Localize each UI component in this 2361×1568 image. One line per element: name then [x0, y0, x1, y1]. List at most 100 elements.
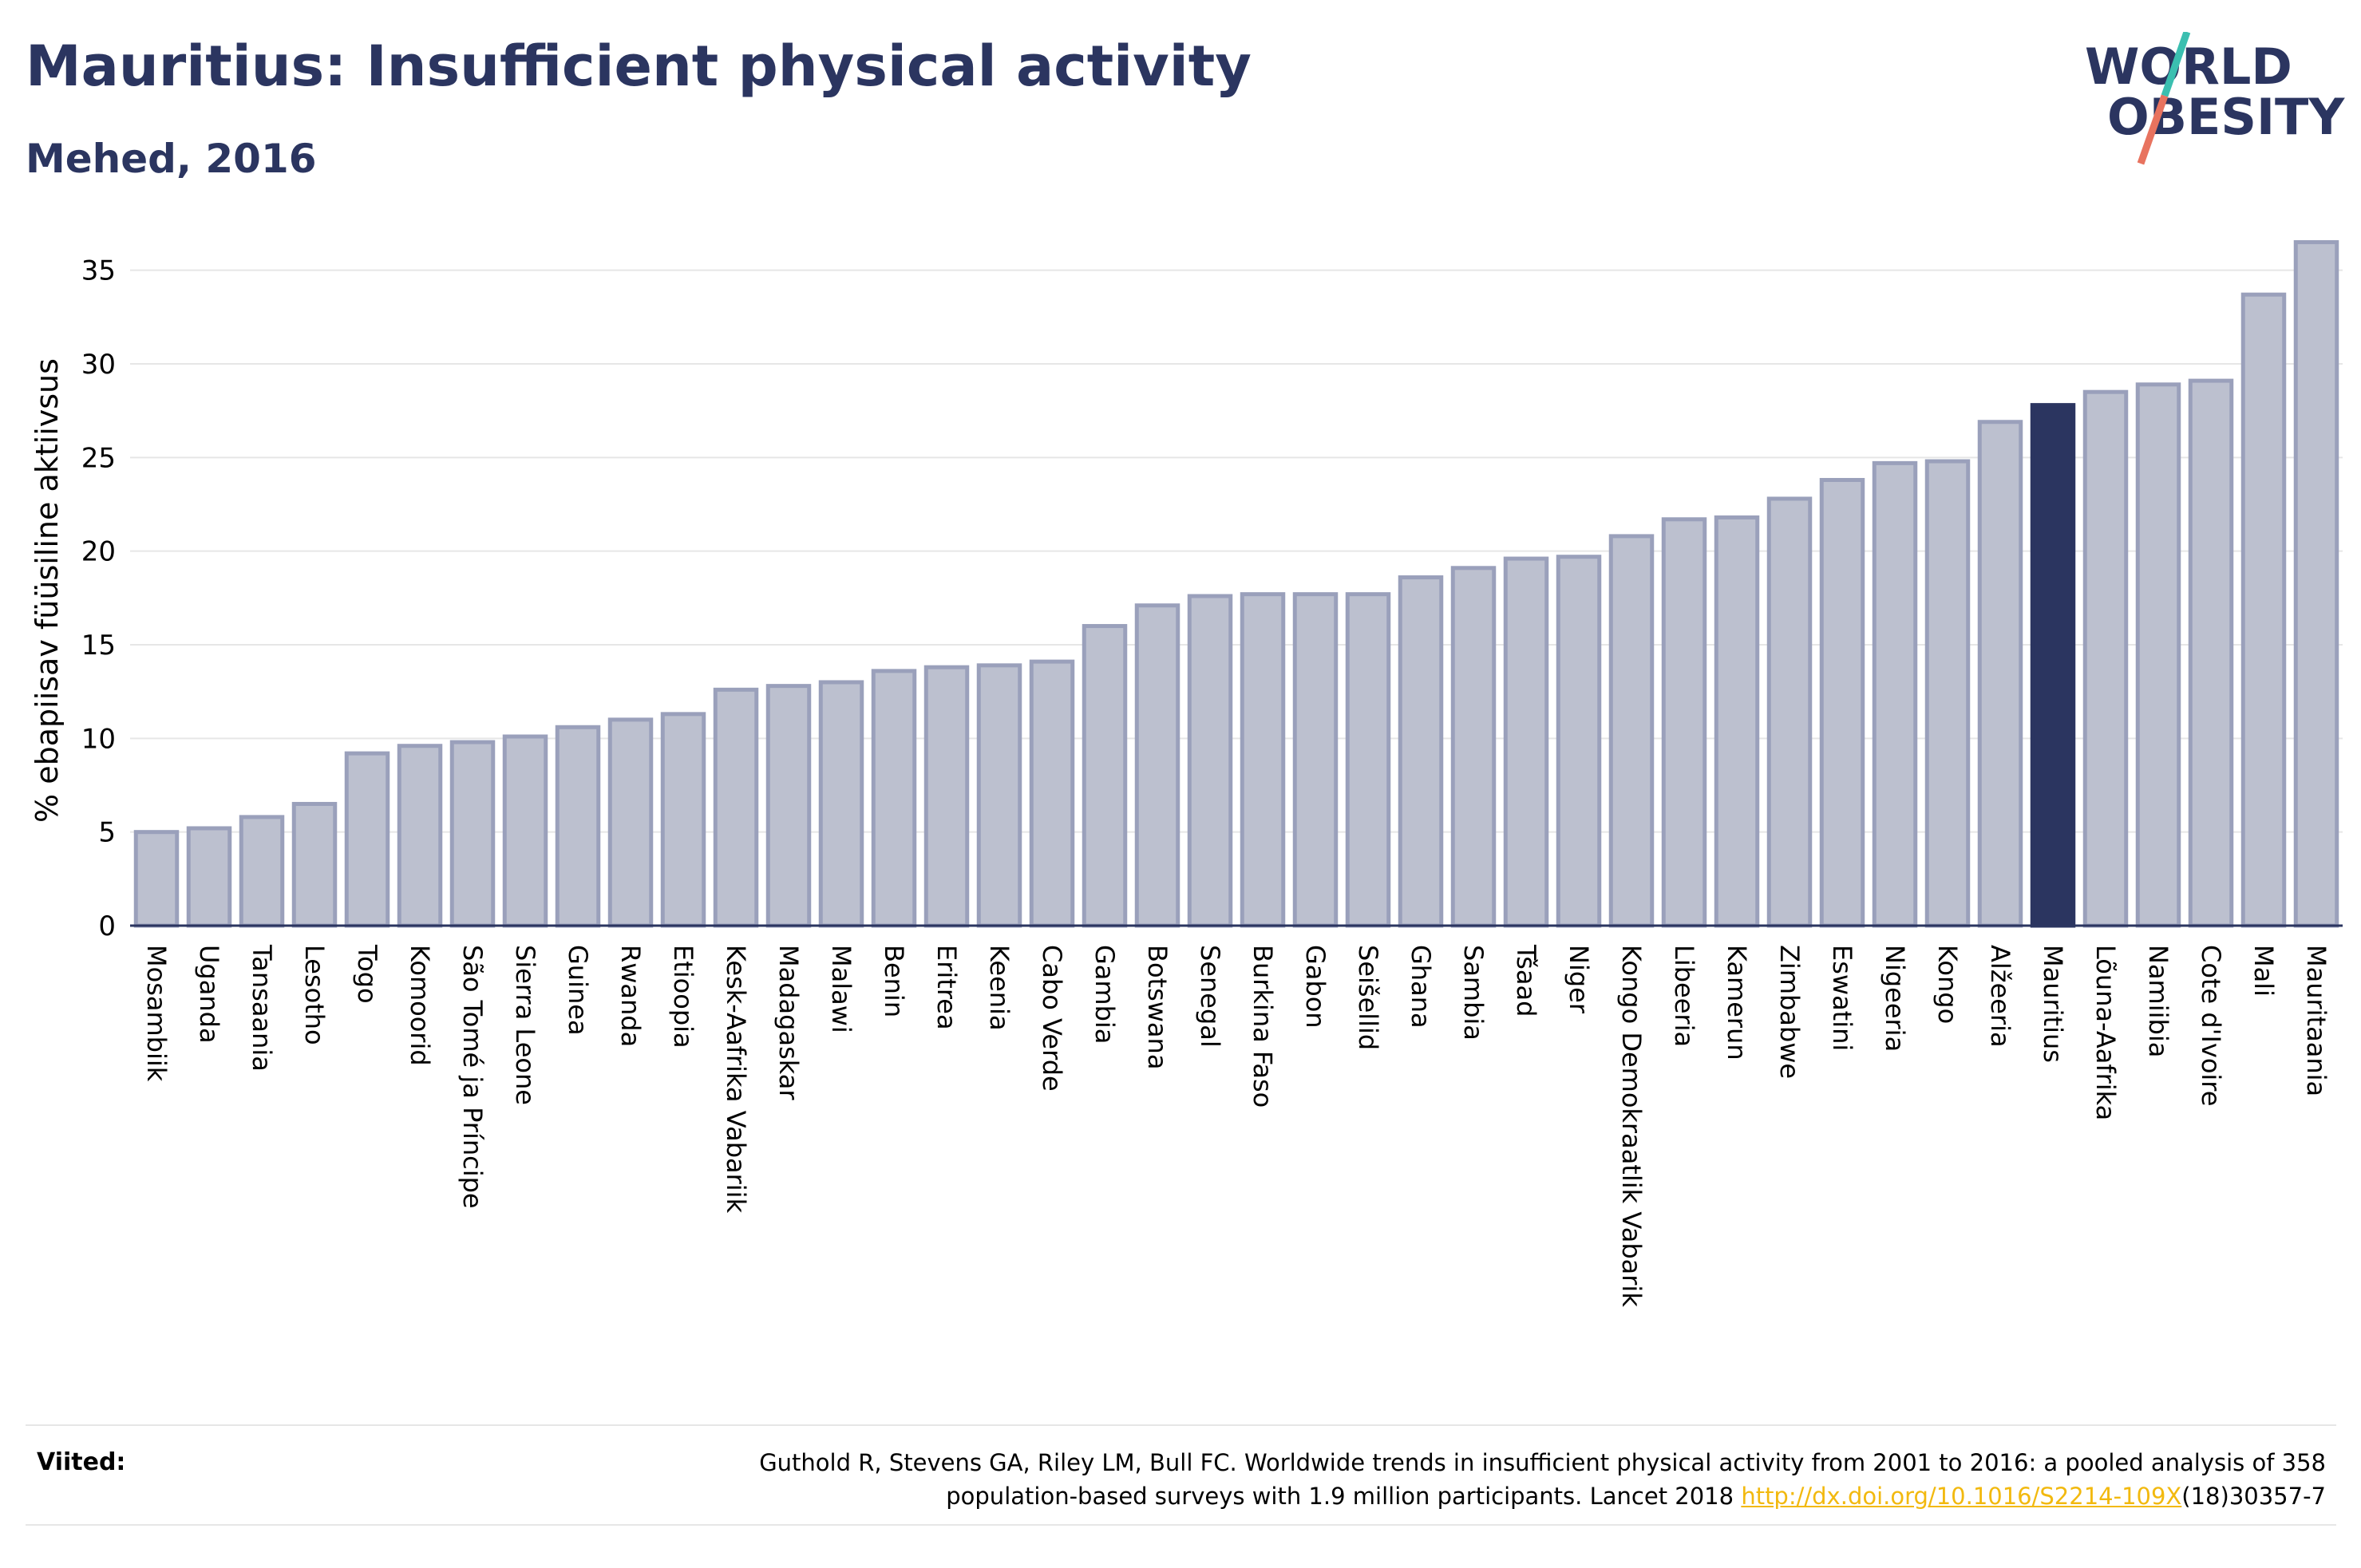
x-tick-label: São Tomé ja Príncipe [457, 945, 488, 1209]
world-obesity-logo: WORLD OBESITY [2085, 32, 2345, 165]
bars [133, 239, 2339, 928]
y-axis-label: % ebapiisav füüsiline aktiivsus [30, 358, 65, 823]
bar-Gabon[interactable] [1292, 592, 1339, 928]
chart-subtitle: Mehed, 2016 [26, 136, 317, 182]
x-tick-label: Namiibia [2143, 945, 2173, 1057]
sources-text: Guthold R, Stevens GA, Riley LM, Bull FC… [570, 1446, 2326, 1513]
gridlines [130, 269, 2343, 833]
x-tick-label: Komoorid [405, 945, 435, 1066]
x-tick-label: Sambia [1458, 945, 1489, 1041]
x-tick-label: Keenia [984, 945, 1014, 1031]
bar-Kongo Demokraatlik Vabarik[interactable] [1608, 534, 1655, 928]
footer-divider-bottom [26, 1524, 2336, 1526]
x-tick-label: Tšaad [1511, 944, 1541, 1017]
x-tick-label: Senegal [1195, 945, 1225, 1048]
x-tick-label: Togo [352, 944, 382, 1004]
bar-Benin[interactable] [871, 669, 917, 928]
x-tick-label: Cote d'Ivoire [2196, 945, 2226, 1106]
x-tick-label: Kongo [1932, 945, 1963, 1024]
x-tick-label: Lõuna-Aafrika [2090, 945, 2121, 1120]
bar-chart: 0 5 10 15 20 25 30 35 Mosambiik Uganda Tansaania L… [30, 239, 2343, 1307]
bar-Burkina Faso[interactable] [1240, 592, 1286, 928]
bar-Etioopia[interactable] [660, 712, 706, 928]
bar-Zimbabwe[interactable] [1766, 496, 1813, 928]
y-tick-label: 0 [98, 910, 116, 942]
x-tick-label: Seišellid [1353, 945, 1383, 1050]
y-tick-label: 10 [81, 723, 116, 755]
bar-Tšaad[interactable] [1503, 556, 1549, 928]
sources-doi-link[interactable]: http://dx.doi.org/10.1016/S2214-109X [1741, 1483, 2182, 1510]
bar-Kesk-Aafrika Vabariik[interactable] [713, 687, 759, 928]
bar-Malawi[interactable] [818, 680, 864, 928]
x-tick-label: Cabo Verde [1037, 945, 1067, 1092]
y-tick-label: 25 [81, 442, 116, 474]
y-tick-label: 15 [81, 630, 116, 662]
sources-line1: Guthold R, Stevens GA, Riley LM, Bull FC… [759, 1449, 2326, 1476]
bar-Mosambiik[interactable] [133, 830, 180, 928]
x-tick-label: Ghana [1406, 945, 1436, 1029]
x-tick-label: Botswana [1142, 945, 1173, 1069]
bar-Mali[interactable] [2240, 292, 2287, 928]
bar-Gambia[interactable] [1082, 624, 1128, 928]
x-tick-label: Rwanda [615, 945, 646, 1047]
y-tick-labels: 0 5 10 15 20 25 30 35 [81, 255, 116, 942]
x-tick-label: Zimbabwe [1774, 945, 1805, 1079]
bar-Eswatini[interactable] [1819, 477, 1865, 928]
bar-Guinea[interactable] [555, 725, 601, 928]
bar-Uganda[interactable] [186, 826, 232, 928]
bar-Komoorid[interactable] [397, 744, 443, 928]
logo-text-line1: WORLD [2085, 38, 2292, 96]
y-tick-label: 30 [81, 349, 116, 381]
bar-Kongo[interactable] [1924, 459, 1971, 928]
x-tick-label: Nigeeria [1880, 945, 1910, 1052]
x-tick-label: Sierra Leone [510, 945, 540, 1105]
bar-Sierra Leone[interactable] [502, 734, 548, 928]
bar-Seišellid[interactable] [1345, 592, 1391, 928]
bar-Libeeria[interactable] [1661, 517, 1707, 928]
x-tick-label: Gabon [1300, 945, 1331, 1029]
x-tick-label: Mali [2248, 945, 2279, 997]
bar-Keenia[interactable] [976, 663, 1022, 928]
x-tick-label: Uganda [194, 945, 224, 1044]
bar-Niger[interactable] [1556, 555, 1602, 928]
bar-Ghana[interactable] [1398, 575, 1444, 928]
sources-label: Viited: [37, 1448, 126, 1476]
y-tick-label: 5 [98, 817, 116, 849]
x-tick-label: Alžeeria [1985, 945, 2015, 1048]
x-tick-label: Eritrea [931, 945, 962, 1030]
bar-Cote d'Ivoire[interactable] [2188, 378, 2234, 928]
bar-Senegal[interactable] [1187, 594, 1233, 928]
bar-Botswana[interactable] [1134, 603, 1180, 928]
bar-Mauritaania[interactable] [2293, 239, 2339, 928]
bar-Togo[interactable] [344, 751, 390, 928]
bar-Namiibia[interactable] [2135, 382, 2181, 928]
x-tick-label: Niger [1564, 945, 1594, 1014]
bar-Tansaania[interactable] [239, 815, 285, 928]
bar-Eritrea[interactable] [923, 665, 970, 928]
footer-divider-top [26, 1424, 2336, 1426]
bar-Nigeeria[interactable] [1872, 460, 1918, 928]
x-tick-label: Gambia [1090, 945, 1120, 1044]
bar-Sambia[interactable] [1450, 566, 1497, 928]
y-tick-label: 20 [81, 536, 116, 568]
x-tick-label: Libeeria [1669, 945, 1699, 1047]
bar-Rwanda[interactable] [607, 717, 654, 928]
x-tick-label: Mauritaania [2301, 945, 2331, 1096]
x-tick-label: Burkina Faso [1248, 945, 1278, 1108]
bar-Kamerun[interactable] [1714, 515, 1760, 928]
x-tick-label: Eswatini [1827, 945, 1857, 1051]
x-tick-label: Kongo Demokraatlik Vabarik [1616, 945, 1647, 1307]
bar-São Tomé ja Príncipe[interactable] [449, 740, 496, 928]
x-tick-labels: Mosambiik Uganda Tansaania Lesotho Togo Komoo… [141, 944, 2331, 1307]
chart-title: Mauritius: Insufficient physical activit… [26, 34, 1252, 99]
x-tick-label: Benin [879, 945, 909, 1017]
bar-Lõuna-Aafrika[interactable] [2082, 389, 2129, 928]
bar-Lesotho[interactable] [291, 801, 338, 928]
bar-Mauritius[interactable] [2030, 403, 2076, 928]
bar-Cabo Verde[interactable] [1029, 659, 1075, 928]
x-tick-label: Tansaania [247, 944, 277, 1072]
x-tick-label: Kamerun [1722, 945, 1752, 1060]
sources-line2-prefix: population-based surveys with 1.9 millio… [946, 1483, 1742, 1510]
bar-Madagaskar[interactable] [765, 684, 812, 928]
bar-Alžeeria[interactable] [1977, 420, 2023, 928]
